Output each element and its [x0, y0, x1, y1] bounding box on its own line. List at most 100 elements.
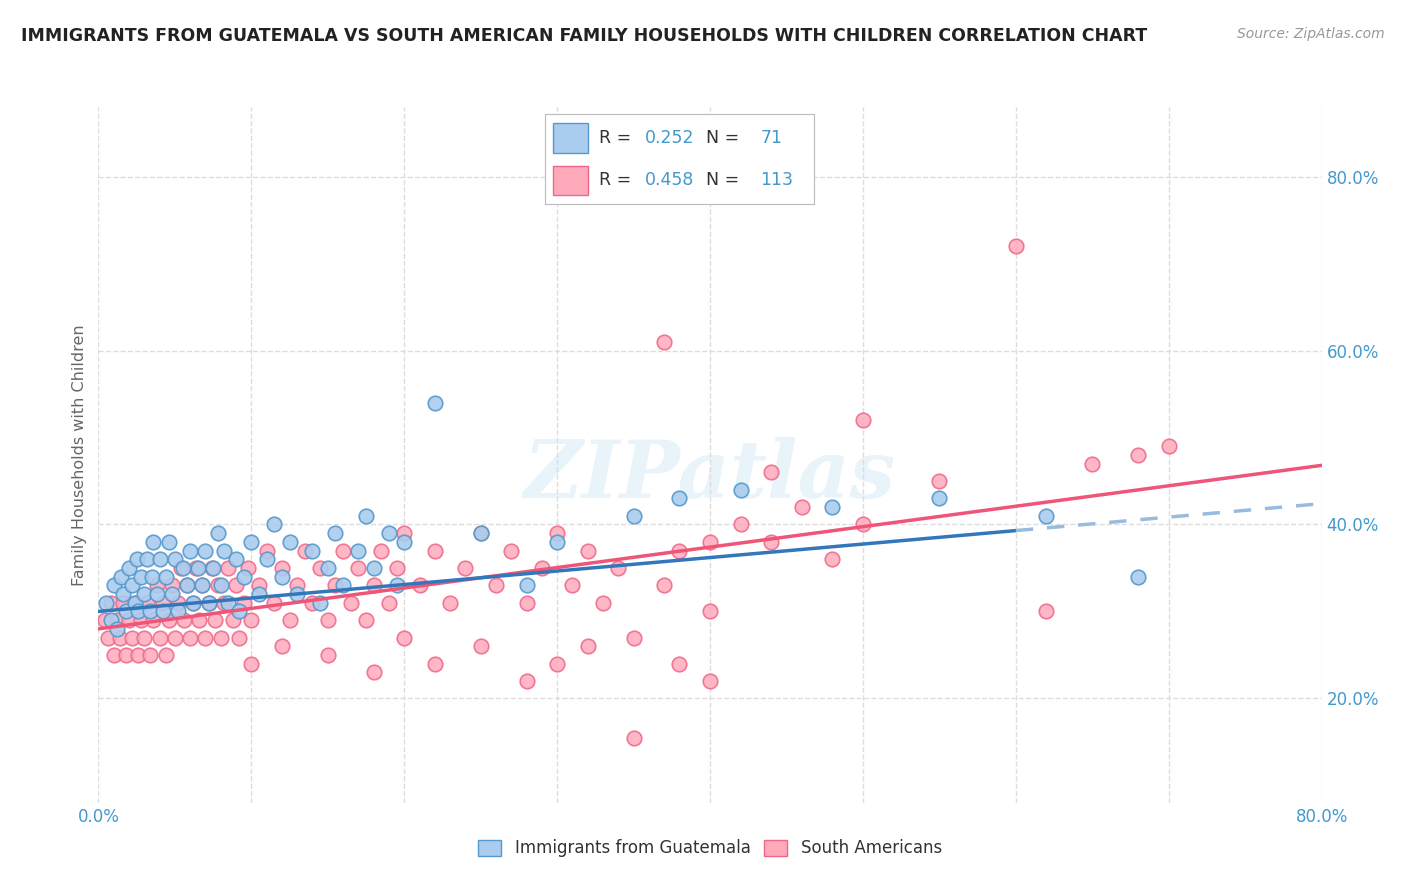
Point: [157, 534, 180, 549]
Legend: Immigrants from Guatemala, South Americans: Immigrants from Guatemala, South America…: [471, 833, 949, 864]
Point: [225, 552, 247, 566]
Point: [423, 543, 446, 558]
Point: [115, 605, 138, 619]
Point: [730, 483, 752, 497]
Point: [623, 631, 645, 645]
Point: [222, 613, 245, 627]
Point: [516, 578, 538, 592]
Point: [385, 561, 408, 575]
Point: [1035, 605, 1057, 619]
Text: ZIPatlas: ZIPatlas: [524, 437, 896, 515]
Point: [225, 578, 247, 592]
Point: [561, 578, 583, 592]
Point: [105, 613, 128, 627]
Point: [194, 631, 217, 645]
Point: [485, 578, 508, 592]
Point: [316, 613, 339, 627]
Point: [172, 561, 194, 575]
Point: [285, 587, 308, 601]
Point: [160, 587, 183, 601]
Point: [668, 491, 690, 506]
Point: [240, 534, 263, 549]
Point: [202, 561, 225, 575]
Point: [94, 596, 117, 610]
Point: [187, 561, 209, 575]
Point: [111, 587, 134, 601]
Point: [546, 657, 568, 671]
Point: [270, 570, 292, 584]
Point: [623, 731, 645, 745]
Point: [232, 596, 254, 610]
Point: [212, 596, 235, 610]
Point: [238, 561, 260, 575]
Point: [278, 613, 301, 627]
Point: [852, 517, 875, 532]
Point: [124, 596, 146, 610]
Point: [378, 596, 401, 610]
Point: [142, 613, 165, 627]
Point: [1004, 239, 1026, 253]
Point: [139, 605, 162, 619]
Point: [186, 561, 208, 575]
Point: [370, 543, 392, 558]
Point: [93, 613, 115, 627]
Point: [176, 578, 198, 592]
Point: [316, 648, 339, 662]
Point: [546, 534, 568, 549]
Point: [668, 543, 690, 558]
Point: [256, 543, 278, 558]
Point: [790, 500, 813, 514]
Point: [294, 543, 316, 558]
Point: [167, 605, 190, 619]
Point: [470, 526, 492, 541]
Point: [270, 561, 292, 575]
Point: [378, 526, 401, 541]
Point: [127, 605, 149, 619]
Point: [821, 552, 844, 566]
Point: [470, 639, 492, 653]
Point: [439, 596, 461, 610]
Point: [141, 570, 163, 584]
Point: [516, 596, 538, 610]
Point: [240, 657, 263, 671]
Point: [200, 561, 222, 575]
Point: [100, 613, 122, 627]
Point: [332, 543, 354, 558]
Point: [385, 578, 408, 592]
Point: [347, 543, 370, 558]
Point: [354, 613, 377, 627]
Point: [256, 552, 278, 566]
Point: [152, 596, 174, 610]
Point: [263, 596, 285, 610]
Text: Source: ZipAtlas.com: Source: ZipAtlas.com: [1237, 27, 1385, 41]
Point: [181, 596, 204, 610]
Point: [247, 578, 270, 592]
Point: [118, 561, 141, 575]
Point: [181, 596, 204, 610]
Point: [325, 578, 347, 592]
Point: [1081, 457, 1104, 471]
Point: [125, 552, 148, 566]
Point: [207, 526, 229, 541]
Point: [1128, 448, 1150, 462]
Point: [207, 578, 229, 592]
Point: [576, 543, 599, 558]
Point: [1157, 439, 1180, 453]
Point: [759, 466, 782, 480]
Point: [129, 570, 152, 584]
Point: [145, 578, 167, 592]
Point: [392, 631, 416, 645]
Point: [309, 561, 332, 575]
Point: [623, 508, 645, 523]
Point: [301, 543, 323, 558]
Point: [191, 578, 214, 592]
Point: [699, 534, 721, 549]
Point: [392, 534, 416, 549]
Point: [408, 578, 430, 592]
Point: [179, 543, 201, 558]
Text: IMMIGRANTS FROM GUATEMALA VS SOUTH AMERICAN FAMILY HOUSEHOLDS WITH CHILDREN CORR: IMMIGRANTS FROM GUATEMALA VS SOUTH AMERI…: [21, 27, 1147, 45]
Point: [121, 631, 143, 645]
Point: [209, 631, 232, 645]
Point: [546, 526, 568, 541]
Point: [129, 613, 152, 627]
